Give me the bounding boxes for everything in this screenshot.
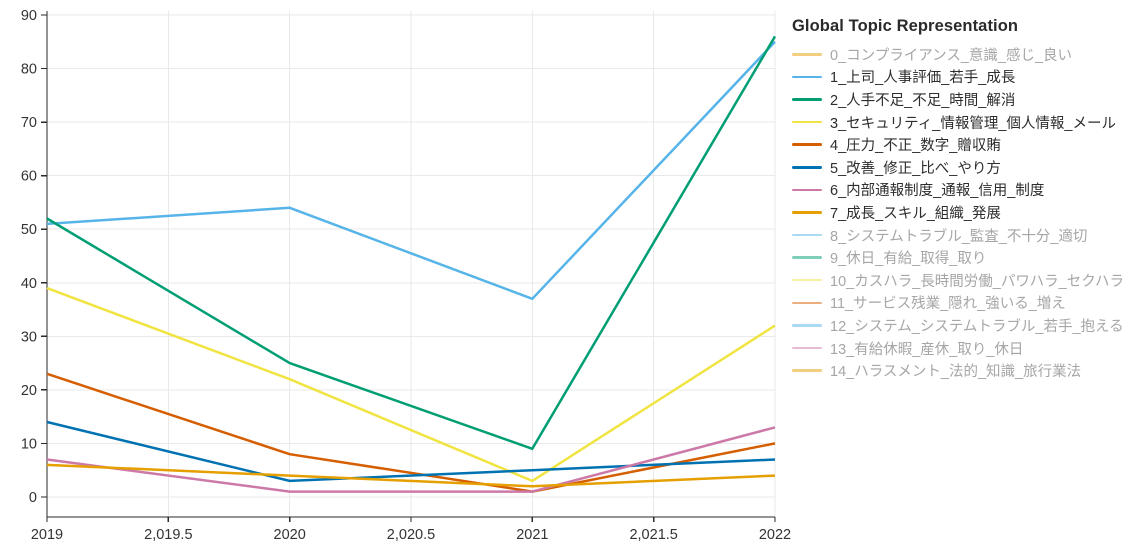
chart-line-topic-1 [46, 40, 776, 301]
legend-item-label: 3_セキュリティ_情報管理_個人情報_メール [830, 115, 1116, 132]
legend-line-swatch [792, 256, 822, 259]
legend-item-label: 14_ハラスメント_法的_知識_旅行業法 [830, 364, 1082, 381]
legend-item-label: 8_システムトラブル_監査_不十分_適切 [830, 228, 1088, 245]
legend-item-topic-1[interactable]: 1_上司_人事評価_若手_成長 [792, 66, 1125, 89]
legend-item-label: 5_改善_修正_比べ_やり方 [830, 160, 1001, 177]
legend-item-topic-3[interactable]: 3_セキュリティ_情報管理_個人情報_メール [792, 111, 1125, 134]
legend-item-topic-9[interactable]: 9_休日_有給_取得_取り [792, 246, 1125, 269]
legend-line-swatch [792, 324, 822, 327]
y-axis-tick-label: 40 [21, 276, 37, 292]
y-axis-tick-label: 0 [29, 490, 37, 506]
legend-item-topic-8[interactable]: 8_システムトラブル_監査_不十分_適切 [792, 224, 1125, 247]
legend-item-topic-12[interactable]: 12_システム_システムトラブル_若手_抱える [792, 314, 1125, 337]
legend-line-swatch [792, 369, 822, 372]
legend-item-label: 2_人手不足_不足_時間_解消 [830, 92, 1016, 109]
x-axis-tick-label: 2022 [759, 527, 791, 543]
legend-line-swatch [792, 166, 822, 169]
legend-item-label: 10_カスハラ_長時間労働_パワハラ_セクハラ [830, 273, 1125, 290]
legend-item-topic-4[interactable]: 4_圧力_不正_数字_贈収賄 [792, 133, 1125, 156]
x-axis-tick-label: 2,021.5 [629, 527, 677, 543]
y-axis-tick-label: 60 [21, 169, 37, 185]
y-axis-tick-label: 90 [21, 8, 37, 24]
chart-line-topic-5 [46, 420, 776, 483]
legend-line-swatch [792, 98, 822, 101]
legend-item-label: 4_圧力_不正_数字_贈収賄 [830, 138, 1001, 155]
y-axis-tick-label: 80 [21, 62, 37, 78]
chart-line-topic-3 [46, 286, 776, 483]
legend-item-topic-0[interactable]: 0_コンプライアンス_意識_感じ_良い [792, 43, 1125, 66]
legend: Global Topic Representation 0_コンプライアンス_意… [792, 17, 1125, 382]
legend-item-topic-14[interactable]: 14_ハラスメント_法的_知識_旅行業法 [792, 359, 1125, 382]
legend-line-swatch [792, 75, 822, 79]
legend-item-label: 0_コンプライアンス_意識_感じ_良い [830, 47, 1073, 64]
legend-item-topic-2[interactable]: 2_人手不足_不足_時間_解消 [792, 88, 1125, 111]
legend-item-topic-10[interactable]: 10_カスハラ_長時間労働_パワハラ_セクハラ [792, 269, 1125, 292]
chart-line-topic-7 [46, 463, 776, 488]
legend-line-swatch [792, 143, 822, 146]
legend-line-swatch [792, 53, 822, 56]
legend-item-label: 6_内部通報制度_通報_信用_制度 [830, 183, 1045, 200]
chart-line-topic-2 [46, 35, 777, 451]
legend-item-label: 12_システム_システムトラブル_若手_抱える [830, 318, 1124, 335]
legend-line-swatch [792, 278, 822, 282]
legend-line-swatch [792, 188, 822, 192]
x-axis-tick-label: 2021 [516, 527, 548, 543]
y-axis-tick-label: 70 [21, 115, 37, 131]
legend-item-topic-11[interactable]: 11_サービス残業_隠れ_強いる_増え [792, 292, 1125, 315]
legend-line-swatch [792, 346, 822, 350]
legend-title: Global Topic Representation [792, 17, 1019, 35]
legend-line-swatch [792, 211, 822, 214]
legend-line-swatch [792, 233, 822, 237]
legend-item-topic-6[interactable]: 6_内部通報制度_通報_信用_制度 [792, 179, 1125, 202]
x-axis-tick-label: 2020 [274, 527, 306, 543]
legend-item-label: 11_サービス残業_隠れ_強いる_増え [830, 296, 1066, 313]
legend-item-label: 9_休日_有給_取得_取り [830, 251, 987, 268]
legend-item-topic-7[interactable]: 7_成長_スキル_組織_発展 [792, 201, 1125, 224]
y-axis-tick-label: 10 [21, 436, 37, 452]
legend-items: 0_コンプライアンス_意識_感じ_良い 1_上司_人事評価_若手_成長 2_人手不足… [792, 43, 1125, 382]
legend-item-label: 7_成長_スキル_組織_発展 [830, 205, 1001, 222]
x-axis-tick-label: 2,020.5 [387, 527, 435, 543]
legend-item-topic-13[interactable]: 13_有給休暇_産休_取り_休日 [792, 337, 1125, 360]
y-axis-tick-label: 20 [21, 383, 37, 399]
legend-item-label: 1_上司_人事評価_若手_成長 [830, 70, 1016, 87]
legend-line-swatch [792, 120, 822, 124]
chart-line-topic-6 [46, 426, 776, 493]
x-axis-tick-label: 2019 [31, 527, 63, 543]
legend-line-swatch [792, 301, 822, 305]
y-axis-tick-label: 50 [21, 222, 37, 238]
x-axis-tick-label: 2,019.5 [144, 527, 192, 543]
legend-item-topic-5[interactable]: 5_改善_修正_比べ_やり方 [792, 156, 1125, 179]
chart-line-topic-4 [46, 372, 776, 493]
legend-item-label: 13_有給休暇_産休_取り_休日 [830, 341, 1024, 358]
y-axis-tick-label: 30 [21, 329, 37, 345]
